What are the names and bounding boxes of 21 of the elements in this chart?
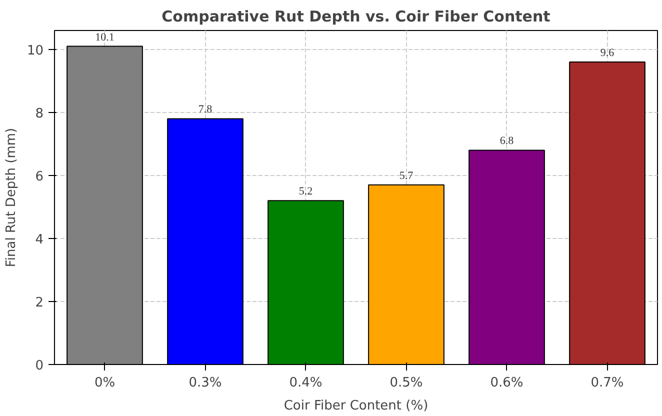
x-tick-label: 0.6%	[490, 376, 524, 390]
x-tick-label: 0%	[94, 376, 116, 390]
data-label: 5.2	[298, 186, 313, 198]
data-label: 5.7	[399, 170, 414, 182]
chart-title: Comparative Rut Depth vs. Coir Fiber Content	[162, 8, 550, 26]
y-tick-label: 8	[35, 106, 44, 122]
x-tick-label: 0.4%	[289, 376, 322, 390]
data-label: 7.8	[198, 104, 213, 116]
y-tick-label: 2	[35, 295, 44, 310]
data-label: 6.8	[500, 135, 514, 148]
y-tick-label: 10	[26, 43, 44, 58]
y-tick-label: 0	[35, 358, 44, 374]
data-label: 10.1	[95, 31, 114, 44]
data-label: 9.6	[600, 47, 615, 60]
y-axis-title: Final Rut Depth (mm)	[4, 128, 19, 268]
x-tick-label: 0.5%	[390, 376, 423, 390]
y-tick-label: 6	[35, 169, 44, 184]
y-tick-label: 4	[35, 232, 44, 248]
x-tick-label: 0.7%	[590, 376, 624, 390]
x-axis-title: Coir Fiber Content (%)	[284, 398, 428, 414]
x-tick-label: 0.3%	[188, 376, 222, 390]
